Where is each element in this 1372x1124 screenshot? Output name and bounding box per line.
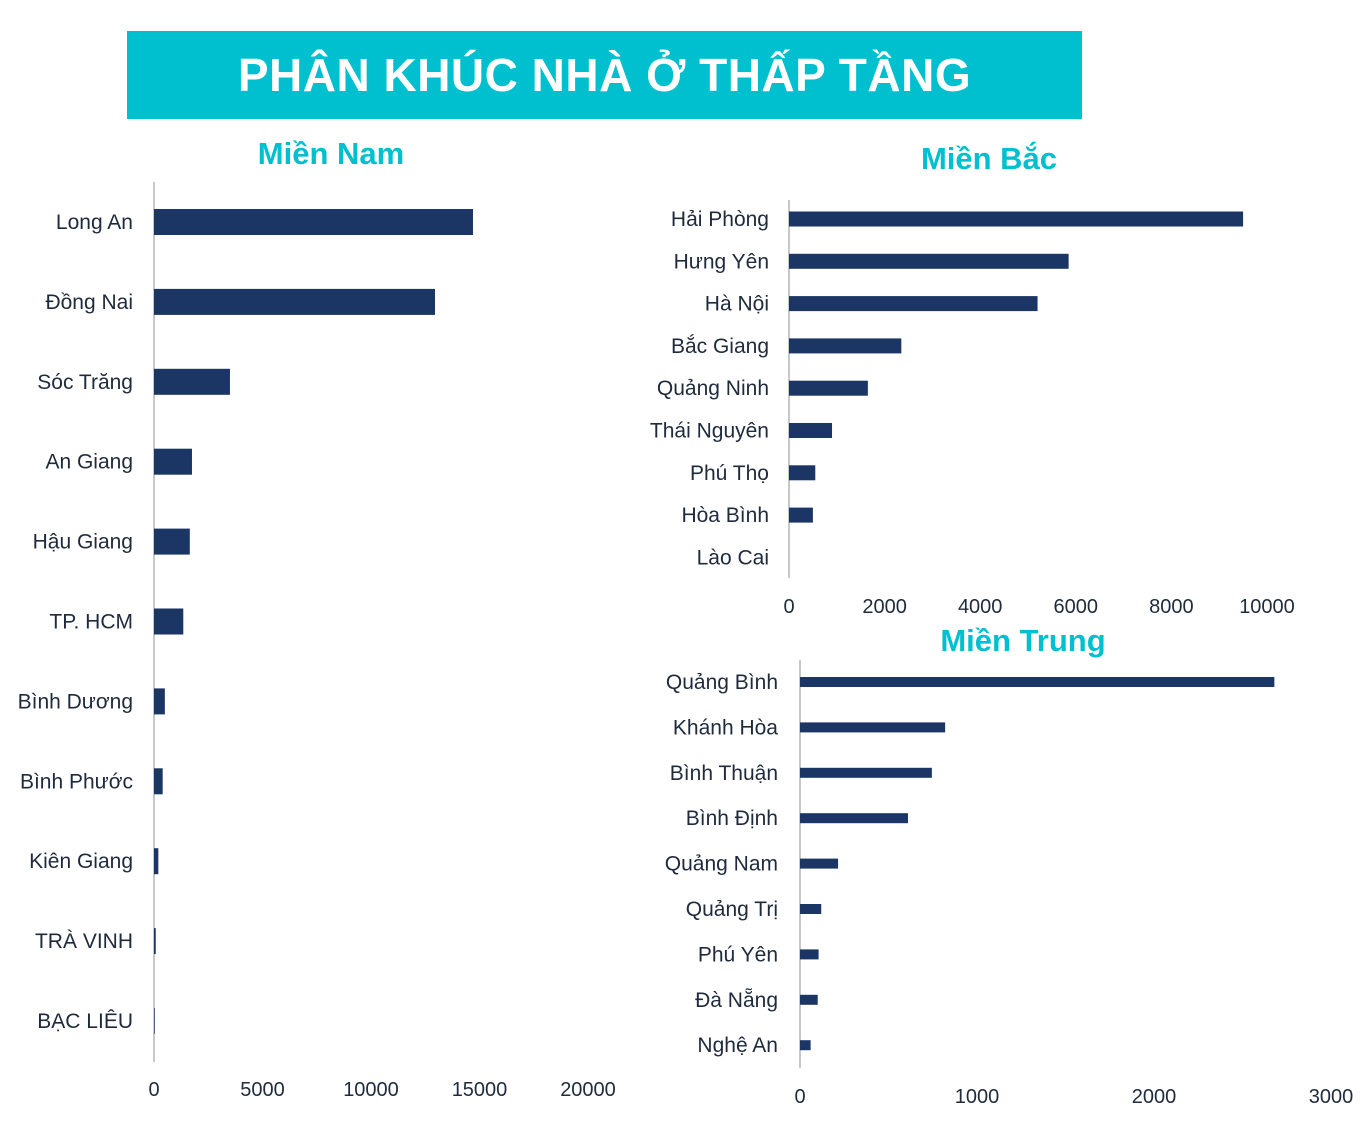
category-label: Kiên Giang [29, 850, 133, 873]
category-label: BẠC LIÊU [37, 1010, 133, 1033]
x-tick-label: 2000 [862, 596, 907, 618]
category-label: Bình Thuận [670, 762, 778, 785]
category-label: Bình Dương [18, 690, 133, 713]
bar [800, 949, 819, 960]
bar [154, 288, 436, 315]
x-tick-label: 0 [794, 1086, 805, 1108]
bar [154, 608, 184, 635]
x-tick-label: 5000 [240, 1079, 285, 1101]
chart-title-mien-nam: Miền Nam [257, 136, 405, 171]
category-label: Khánh Hòa [673, 716, 778, 739]
bar [800, 994, 818, 1005]
category-label: Đồng Nai [45, 291, 133, 314]
x-tick-label: 1000 [955, 1086, 1000, 1108]
x-tick-label: 0 [783, 596, 794, 618]
bar [789, 423, 833, 438]
bar [789, 338, 902, 354]
bar [789, 380, 868, 396]
bar [154, 368, 230, 395]
category-label: Bắc Giang [671, 335, 769, 358]
category-label: TP. HCM [49, 611, 133, 634]
bar [789, 253, 1069, 269]
bar [154, 528, 190, 555]
x-tick-label: 15000 [452, 1079, 508, 1101]
bar [800, 767, 932, 778]
category-label: An Giang [45, 451, 133, 474]
bar [789, 211, 1244, 227]
category-label: Phú Thọ [690, 462, 769, 485]
x-tick-label: 0 [148, 1079, 159, 1101]
x-tick-label: 6000 [1054, 596, 1099, 618]
x-tick-label: 3000 [1309, 1086, 1354, 1108]
category-label: Long An [56, 211, 133, 234]
x-tick-label: 10000 [1239, 596, 1295, 618]
category-label: Sóc Trăng [37, 371, 133, 394]
category-label: Thái Nguyên [650, 420, 769, 443]
category-label: Lào Cai [697, 546, 769, 569]
category-label: Hà Nội [705, 293, 769, 316]
bar [789, 507, 813, 523]
bar [154, 848, 159, 875]
bar [154, 688, 165, 715]
category-label: Bình Định [686, 807, 778, 830]
bar [789, 296, 1038, 312]
x-tick-label: 4000 [958, 596, 1003, 618]
category-label: Đà Nẵng [695, 989, 778, 1012]
bar [800, 1040, 811, 1051]
category-label: Nghệ An [697, 1034, 778, 1057]
category-label: TRÀ VINH [35, 930, 133, 953]
bar [800, 904, 822, 914]
page-title: PHÂN KHÚC NHÀ Ở THẤP TẦNG [237, 49, 972, 101]
category-label: Hưng Yên [674, 250, 769, 273]
category-label: Quảng Trị [686, 898, 778, 921]
chart-title-mien-bac: Miền Bắc [920, 141, 1058, 176]
x-tick-label: 20000 [560, 1079, 616, 1101]
category-label: Quảng Bình [666, 671, 778, 694]
bar [154, 768, 163, 795]
bar [154, 928, 156, 955]
x-tick-label: 2000 [1132, 1086, 1177, 1108]
bar [154, 448, 192, 475]
bar [154, 209, 473, 235]
category-label: Quảng Ninh [657, 377, 769, 400]
category-label: Hòa Bình [681, 504, 769, 527]
category-label: Phú Yên [698, 943, 778, 966]
chart-title-mien-trung: Miền Trung [940, 623, 1106, 658]
bar [800, 677, 1275, 687]
bar [789, 465, 816, 481]
bar [800, 858, 839, 869]
category-label: Quảng Nam [665, 853, 778, 876]
category-label: Hải Phòng [671, 208, 769, 231]
category-label: Hậu Giang [33, 531, 133, 554]
x-tick-label: 10000 [343, 1079, 399, 1101]
bar [800, 722, 946, 733]
title-banner [127, 31, 1082, 119]
category-label: Bình Phước [20, 770, 133, 793]
bar [154, 1008, 155, 1034]
bar [800, 813, 908, 824]
x-tick-label: 8000 [1149, 596, 1194, 618]
